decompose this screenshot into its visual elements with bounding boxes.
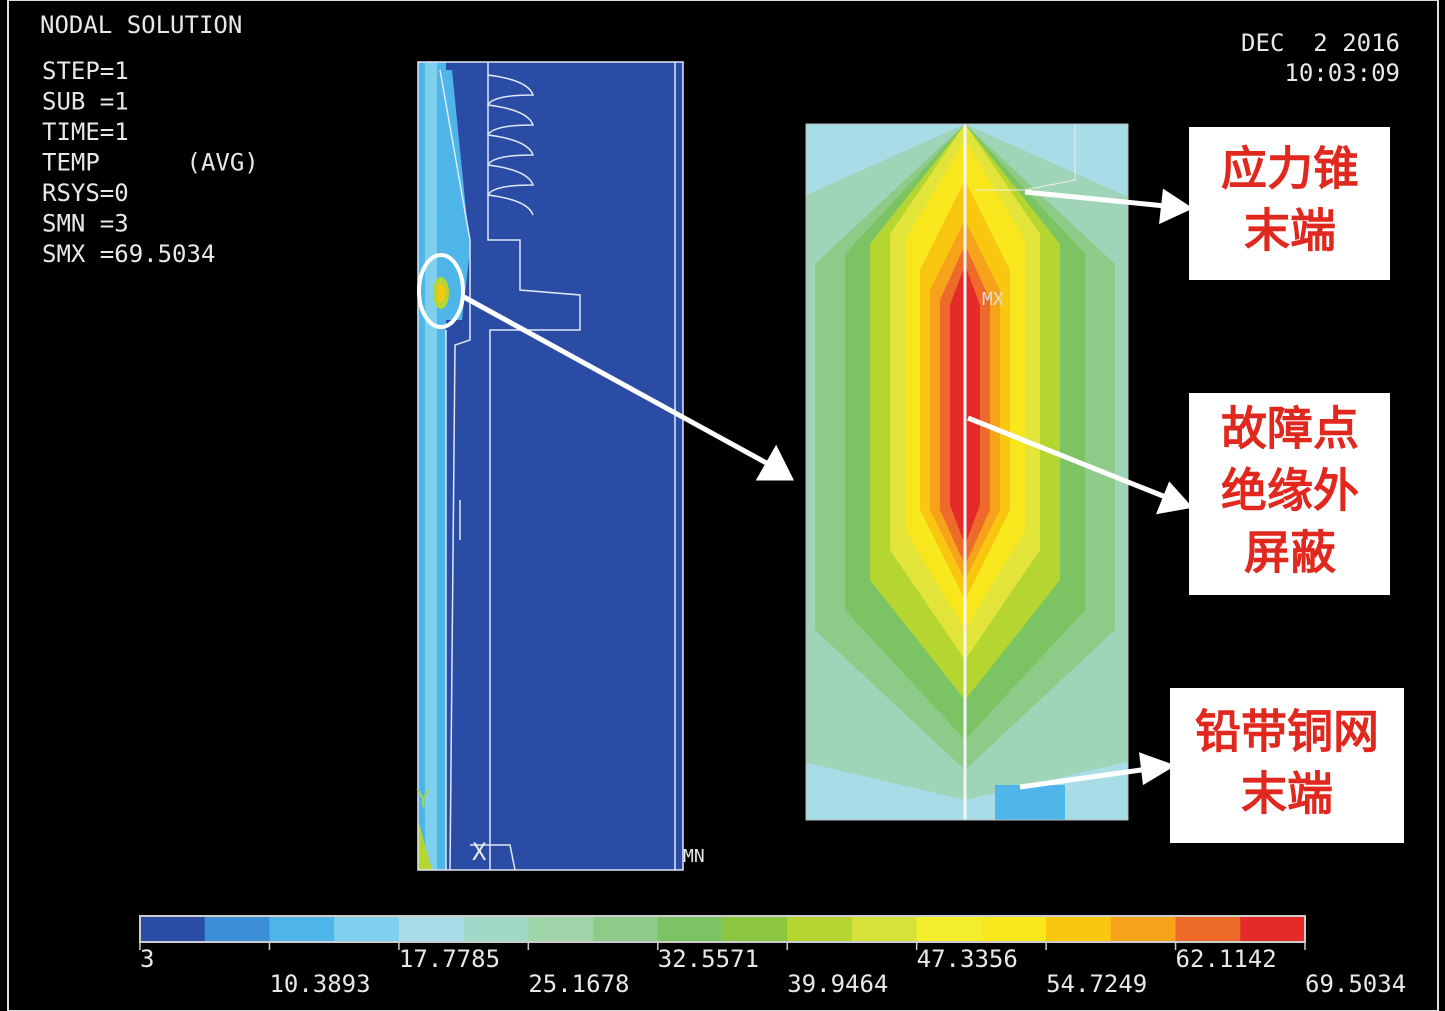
tick-label: 32.5571 <box>658 945 759 973</box>
color-band <box>334 916 400 942</box>
callout-text: 铅带铜网 <box>1195 705 1379 759</box>
colorbar: 3 10.3893 17.7785 25.1678 32.5571 39.9464 47.3… <box>139 915 1406 998</box>
tick-label: 17.7785 <box>399 945 500 973</box>
tick-label: 3 <box>140 945 154 973</box>
edge <box>445 330 461 870</box>
tick-label: 62.1142 <box>1176 945 1277 973</box>
color-band <box>1046 916 1112 942</box>
color-band <box>1175 916 1241 942</box>
zoom-view <box>806 124 1128 820</box>
color-band <box>398 916 465 942</box>
callout-text: 绝缘外 <box>1221 464 1359 518</box>
info-line: STEP=1 <box>42 57 129 85</box>
title: NODAL SOLUTION <box>40 11 242 39</box>
max-label: MX <box>982 289 1004 310</box>
info-line: TEMP (AVG) <box>42 149 259 177</box>
callout-box <box>1189 393 1390 595</box>
tick-label: 25.1678 <box>528 970 629 998</box>
callout-box <box>1189 127 1390 280</box>
color-band <box>593 916 659 942</box>
hot-spot <box>437 284 445 302</box>
tick-label: 47.3356 <box>917 945 1018 973</box>
time: 10:03:09 <box>1284 59 1400 87</box>
highlight-circle <box>417 253 465 329</box>
arrow-head <box>1159 188 1194 225</box>
edge <box>470 844 516 871</box>
color-band <box>722 916 788 942</box>
zone <box>995 785 1065 820</box>
info-line: SMN =3 <box>42 210 129 238</box>
callout-text: 末端 <box>1244 204 1336 258</box>
color-band <box>787 916 853 942</box>
arrows <box>460 188 1194 790</box>
callout-text: 屏蔽 <box>1244 526 1337 580</box>
min-label: MN <box>683 846 705 867</box>
arrow-head <box>1139 752 1176 786</box>
color-band <box>1110 916 1177 942</box>
color-band <box>851 916 918 942</box>
colorbar-outline <box>139 915 1306 943</box>
color-band <box>657 916 723 942</box>
edge <box>487 62 581 870</box>
edge <box>439 69 471 871</box>
color-band <box>204 916 270 942</box>
color-band <box>981 916 1047 942</box>
arrow-head <box>755 444 795 481</box>
frame <box>7 0 1439 1011</box>
corner-spot <box>418 820 432 870</box>
color-band <box>916 916 982 942</box>
info-line: TIME=1 <box>42 118 129 146</box>
strip <box>425 62 437 870</box>
color-band <box>269 916 335 942</box>
arrow <box>967 415 1169 501</box>
zoom-outline <box>805 123 1129 821</box>
arrow <box>460 293 772 468</box>
color-band <box>140 916 206 942</box>
info-line: SMX =69.5034 <box>42 240 215 268</box>
color-band <box>1240 916 1306 942</box>
axis-x: X <box>472 838 487 866</box>
tick-label: 10.3893 <box>269 970 370 998</box>
arrow-head <box>1156 481 1193 515</box>
callout-text: 应力锥 <box>1221 142 1359 196</box>
model-view: X Y MN <box>416 61 705 871</box>
tick-label: 69.5034 <box>1305 970 1406 998</box>
arrow <box>1019 766 1149 790</box>
info-line: RSYS=0 <box>42 179 129 207</box>
info-line: SUB =1 <box>42 88 129 116</box>
callout-box <box>1170 688 1404 843</box>
color-band <box>463 916 529 942</box>
outline <box>417 61 684 871</box>
edge <box>975 124 1076 191</box>
color-band <box>528 916 594 942</box>
tick-label: 54.7249 <box>1046 970 1147 998</box>
sheds <box>486 74 535 216</box>
date: DEC 2 2016 <box>1241 29 1400 57</box>
axis-y: Y <box>416 785 431 813</box>
callout-text: 故障点 <box>1221 402 1359 456</box>
tick-label: 39.9464 <box>787 970 888 998</box>
arrow <box>1024 189 1166 209</box>
callout-text: 末端 <box>1241 767 1333 821</box>
